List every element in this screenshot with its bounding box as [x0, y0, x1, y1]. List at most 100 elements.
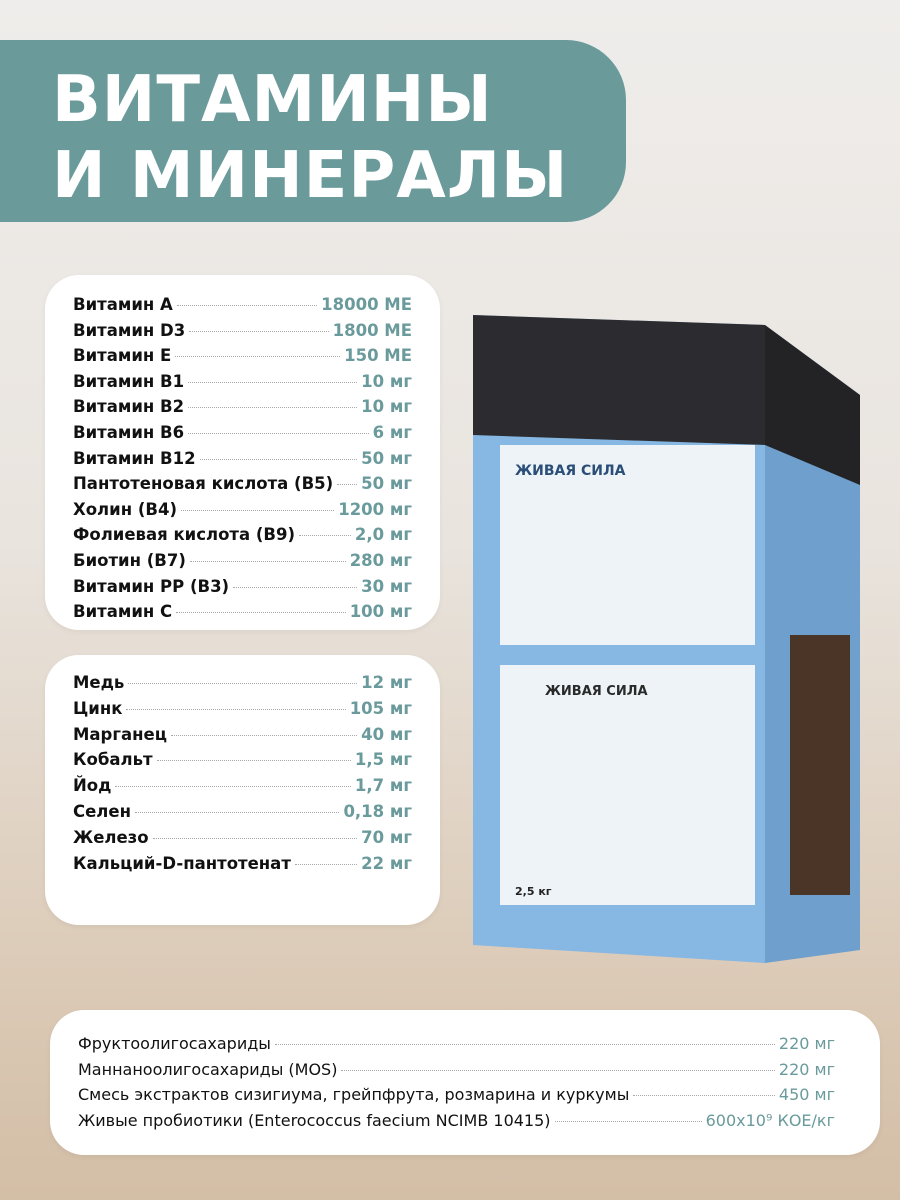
- item-name: Пантотеновая кислота (B5): [73, 474, 334, 494]
- list-item: Витамин PP (B3) 30 мг: [73, 577, 412, 603]
- dot-leader: [554, 1120, 702, 1122]
- dot-leader: [188, 432, 369, 434]
- list-item: Витамин D3 1800 МЕ: [73, 321, 412, 347]
- item-value: 150 МЕ: [344, 346, 412, 366]
- list-item: Медь 12 мг: [73, 673, 412, 699]
- list-item: Фолиевая кислота (B9) 2,0 мг: [73, 525, 412, 551]
- item-value: 0,18 мг: [343, 801, 412, 821]
- item-value: 1800 МЕ: [332, 320, 412, 340]
- dot-leader: [176, 305, 318, 306]
- title-banner: ВИТАМИНЫ И МИНЕРАЛЫ: [0, 40, 626, 222]
- dot-leader: [126, 708, 346, 710]
- bag-label-panel-2: [500, 665, 755, 905]
- item-value: 50 мг: [361, 448, 412, 468]
- item-value: 600x10⁹ КОЕ/кг: [705, 1110, 835, 1130]
- list-item: Холин (B4) 1200 мг: [73, 500, 412, 526]
- item-name: Смесь экстрактов сизигиума, грейпфрута, …: [78, 1085, 630, 1104]
- item-value: 105 мг: [349, 698, 412, 718]
- title-line-1: ВИТАМИНЫ: [52, 63, 493, 137]
- item-value: 280 мг: [349, 550, 412, 570]
- item-value: 22 мг: [361, 853, 412, 873]
- list-item: Витамин B6 6 мг: [73, 423, 412, 449]
- item-name: Витамин PP (B3): [73, 576, 230, 596]
- item-value: 12 мг: [361, 673, 412, 692]
- dot-leader: [337, 484, 358, 486]
- dot-leader: [175, 356, 341, 358]
- item-value: 40 мг: [361, 724, 412, 744]
- bag-top-dark: [473, 315, 765, 445]
- list-item: Маннаноолигосахариды (MOS) 220 мг: [78, 1060, 835, 1086]
- item-value: 30 мг: [361, 576, 412, 596]
- list-item: Витамин E 150 МЕ: [73, 346, 412, 372]
- list-item: Селен 0,18 мг: [73, 802, 412, 828]
- list-item: Фруктоолигосахариды 220 мг: [78, 1034, 835, 1060]
- dot-leader: [189, 560, 346, 562]
- item-name: Витамин B2: [73, 397, 185, 417]
- item-value: 1200 мг: [338, 499, 412, 519]
- item-name: Холин (B4): [73, 499, 177, 519]
- item-name: Железо: [73, 827, 149, 847]
- dot-leader: [189, 330, 329, 332]
- item-value: 220 мг: [778, 1059, 835, 1079]
- list-item: Витамин A 18000 МЕ: [73, 295, 412, 321]
- item-name: Марганец: [73, 724, 167, 744]
- dot-leader: [152, 837, 358, 839]
- vitamins-card: Витамин A 18000 МЕ Витамин D3 1800 МЕ Витами…: [45, 275, 440, 630]
- list-item: Биотин (B7) 280 мг: [73, 551, 412, 577]
- additives-card: Фруктоолигосахариды 220 мг Маннаноолигосах…: [50, 1010, 880, 1155]
- item-name: Витамин B6: [73, 422, 185, 442]
- list-item: Смесь экстрактов сизигиума, грейпфрута, …: [78, 1085, 835, 1111]
- item-value: 220 мг: [778, 1034, 835, 1053]
- list-item: Кальций-D-пантотенат 22 мг: [73, 854, 412, 880]
- list-item: Кобальт 1,5 мг: [73, 750, 412, 776]
- item-name: Витамин A: [73, 295, 173, 314]
- dot-leader: [233, 586, 358, 588]
- item-value: 6 мг: [372, 422, 412, 442]
- dot-leader: [199, 458, 358, 460]
- dot-leader: [294, 863, 358, 865]
- bag-window: [790, 635, 850, 895]
- dot-leader: [299, 535, 351, 537]
- dot-leader: [176, 612, 346, 614]
- item-name: Живые пробиотики (Enterococcus faecium N…: [78, 1110, 551, 1130]
- dot-leader: [115, 786, 351, 788]
- item-value: 18000 МЕ: [321, 295, 412, 314]
- item-value: 10 мг: [361, 371, 412, 391]
- dot-leader: [341, 1069, 775, 1071]
- dot-leader: [181, 509, 335, 511]
- dot-leader: [633, 1095, 775, 1096]
- dot-leader: [134, 811, 340, 813]
- item-name: Маннаноолигосахариды (MOS): [78, 1059, 338, 1079]
- product-bag-image: ЖИВАЯ СИЛА ЖИВАЯ СИЛА 2,5 кг: [473, 315, 860, 963]
- list-item: Витамин B2 10 мг: [73, 397, 412, 423]
- list-item: Марганец 40 мг: [73, 725, 412, 751]
- list-item: Йод 1,7 мг: [73, 776, 412, 802]
- item-name: Витамин E: [73, 346, 172, 366]
- dot-leader: [188, 381, 358, 383]
- item-value: 10 мг: [361, 397, 412, 417]
- item-name: Цинк: [73, 698, 123, 718]
- item-name: Кальций-D-пантотенат: [73, 853, 291, 873]
- item-value: 1,5 мг: [354, 750, 412, 770]
- minerals-card: Медь 12 мг Цинк 105 мг Марганец 40 мг Кобальт 1…: [45, 655, 440, 925]
- dot-leader: [170, 734, 358, 736]
- list-item: Живые пробиотики (Enterococcus faecium N…: [78, 1111, 835, 1137]
- item-value: 70 мг: [361, 827, 412, 847]
- list-item: Витамин C 100 мг: [73, 602, 412, 628]
- item-name: Витамин B12: [73, 448, 196, 468]
- bag-brand: ЖИВАЯ СИЛА: [515, 463, 626, 479]
- item-name: Фолиевая кислота (B9): [73, 525, 295, 545]
- item-name: Биотин (B7): [73, 550, 186, 570]
- item-name: Фруктоолигосахариды: [78, 1034, 271, 1053]
- item-value: 450 мг: [778, 1085, 835, 1104]
- item-name: Витамин D3: [73, 320, 186, 340]
- item-name: Витамин B1: [73, 371, 185, 391]
- dot-leader: [128, 683, 358, 684]
- bag-brand-2: ЖИВАЯ СИЛА: [545, 684, 648, 699]
- title-line-2: И МИНЕРАЛЫ: [52, 139, 569, 213]
- item-value: 2,0 мг: [354, 525, 412, 545]
- dot-leader: [156, 760, 351, 762]
- item-name: Витамин C: [73, 602, 173, 622]
- item-value: 100 мг: [349, 602, 412, 622]
- list-item: Пантотеновая кислота (B5) 50 мг: [73, 474, 412, 500]
